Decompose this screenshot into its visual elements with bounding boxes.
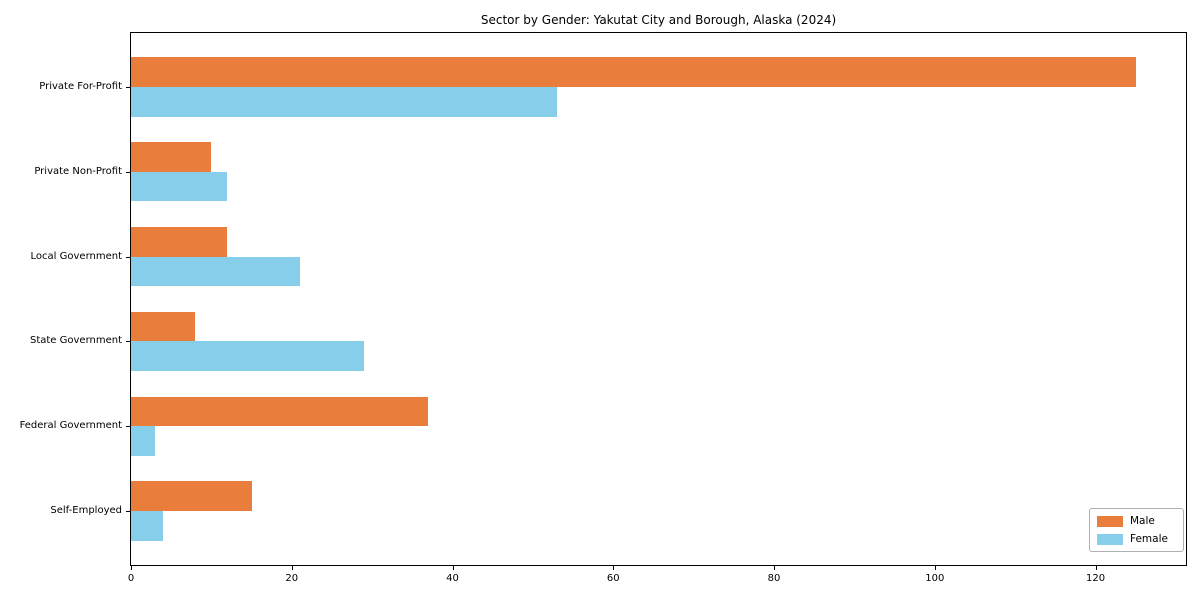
x-tick-label: 100 — [925, 573, 945, 584]
bar-male-private-for-profit — [131, 57, 1136, 87]
x-tick-label: 80 — [767, 573, 781, 584]
x-axis-tick — [774, 566, 776, 570]
y-axis-tick — [126, 171, 130, 173]
plot-area — [130, 32, 1187, 566]
y-tick-label: State Government — [29, 335, 122, 347]
y-tick-label: Private Non-Profit — [34, 165, 122, 177]
bar-male-private-non-profit — [131, 142, 212, 172]
bar-male-federal-government — [131, 396, 429, 427]
y-axis-tick — [126, 341, 130, 343]
bar-female-private-non-profit — [131, 171, 228, 202]
bar-female-private-for-profit — [131, 86, 558, 117]
x-tick-label: 120 — [1086, 573, 1106, 584]
x-tick-label: 60 — [606, 573, 620, 584]
bar-male-self-employed — [131, 481, 252, 512]
legend-label-female: Female — [1130, 533, 1168, 545]
y-axis-tick — [126, 511, 130, 513]
legend: Male Female — [1089, 508, 1184, 552]
y-axis-tick — [126, 256, 130, 258]
y-axis-tick — [126, 86, 130, 88]
chart-title: Sector by Gender: Yakutat City and Borou… — [480, 13, 837, 27]
x-axis-tick — [452, 566, 454, 570]
x-tick-label: 20 — [285, 573, 299, 584]
y-tick-label: Private For-Profit — [39, 80, 122, 92]
bar-male-state-government — [131, 311, 196, 342]
legend-swatch-male — [1097, 515, 1123, 527]
x-axis-tick — [613, 566, 615, 570]
y-tick-label: Local Government — [30, 250, 122, 262]
bar-female-local-government — [131, 256, 300, 287]
legend-item-female: Female — [1097, 533, 1175, 545]
bar-female-federal-government — [131, 426, 156, 456]
legend-swatch-female — [1097, 533, 1123, 545]
legend-label-male: Male — [1130, 515, 1155, 527]
x-axis-tick — [934, 566, 936, 570]
x-axis-tick — [131, 566, 132, 570]
x-tick-label: 0 — [127, 573, 135, 584]
bar-female-state-government — [131, 341, 365, 372]
bar-male-local-government — [131, 226, 228, 257]
x-axis-tick — [1095, 566, 1097, 570]
bar-female-self-employed — [131, 511, 164, 541]
legend-item-male: Male — [1097, 515, 1175, 527]
x-axis-tick — [291, 566, 293, 570]
x-tick-label: 40 — [446, 573, 459, 584]
y-tick-label: Federal Government — [19, 420, 122, 432]
y-axis-tick — [126, 426, 130, 428]
y-tick-label: Self-Employed — [50, 505, 122, 517]
